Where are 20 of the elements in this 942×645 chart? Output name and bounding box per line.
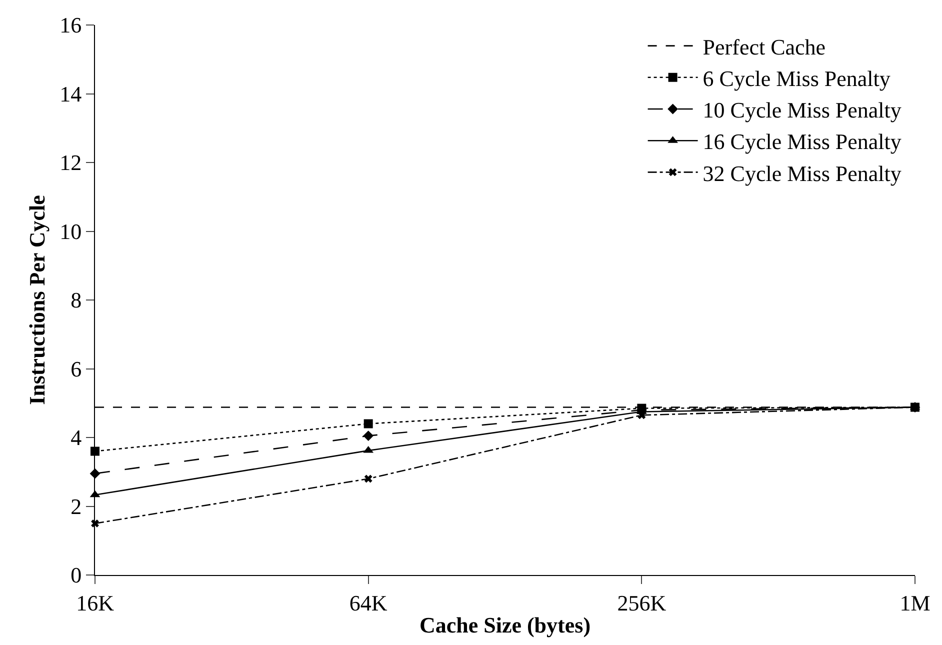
y-tick-label: 6 bbox=[70, 356, 82, 382]
y-tick-label: 2 bbox=[70, 494, 82, 519]
y-tick-label: 14 bbox=[60, 81, 82, 106]
y-tick-label: 0 bbox=[70, 562, 82, 588]
legend-label: 6 Cycle Miss Penalty bbox=[702, 66, 890, 91]
legend-label: 10 Cycle Miss Penalty bbox=[702, 98, 902, 123]
x-tick-label: 16K bbox=[76, 590, 114, 616]
x-tick-label: 1M bbox=[900, 590, 930, 616]
x-tick-label: 256K bbox=[617, 590, 666, 616]
legend-label: 32 Cycle Miss Penalty bbox=[702, 160, 902, 186]
y-axis-title: Instructions Per Cycle bbox=[24, 194, 50, 405]
legend-label: Perfect Cache bbox=[702, 34, 826, 60]
x-tick-label: 64K bbox=[349, 590, 388, 616]
y-tick-label: 4 bbox=[70, 425, 82, 450]
x-axis-title: Cache Size (bytes) bbox=[419, 612, 591, 638]
y-tick-label: 10 bbox=[60, 218, 82, 244]
legend-label: 16 Cycle Miss Penalty bbox=[702, 129, 902, 154]
y-tick-label: 12 bbox=[60, 150, 82, 176]
y-tick-label: 8 bbox=[70, 288, 82, 313]
y-tick-label: 16 bbox=[60, 12, 82, 38]
